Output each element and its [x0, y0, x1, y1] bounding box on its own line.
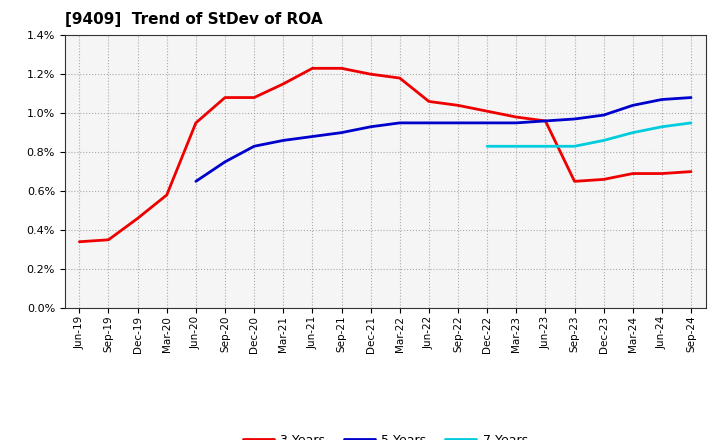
3 Years — [366, 72, 375, 77]
3 Years — [75, 239, 84, 244]
5 Years — [308, 134, 317, 139]
3 Years — [687, 169, 696, 174]
Legend: 3 Years, 5 Years, 7 Years: 3 Years, 5 Years, 7 Years — [238, 429, 533, 440]
3 Years — [599, 177, 608, 182]
3 Years — [541, 118, 550, 124]
3 Years — [629, 171, 637, 176]
3 Years — [657, 171, 666, 176]
Line: 7 Years: 7 Years — [487, 123, 691, 146]
5 Years — [599, 113, 608, 118]
3 Years — [337, 66, 346, 71]
5 Years — [570, 116, 579, 121]
5 Years — [366, 124, 375, 129]
5 Years — [250, 143, 258, 149]
5 Years — [512, 120, 521, 125]
Line: 5 Years: 5 Years — [196, 98, 691, 181]
5 Years — [220, 159, 229, 165]
3 Years — [220, 95, 229, 100]
3 Years — [395, 75, 404, 81]
3 Years — [512, 114, 521, 120]
5 Years — [687, 95, 696, 100]
Line: 3 Years: 3 Years — [79, 68, 691, 242]
7 Years — [599, 138, 608, 143]
3 Years — [570, 179, 579, 184]
7 Years — [483, 143, 492, 149]
3 Years — [308, 66, 317, 71]
5 Years — [483, 120, 492, 125]
7 Years — [629, 130, 637, 135]
7 Years — [570, 143, 579, 149]
3 Years — [133, 216, 142, 221]
5 Years — [541, 118, 550, 124]
5 Years — [657, 97, 666, 102]
3 Years — [454, 103, 462, 108]
3 Years — [163, 192, 171, 198]
3 Years — [250, 95, 258, 100]
3 Years — [104, 237, 113, 242]
5 Years — [192, 179, 200, 184]
7 Years — [512, 143, 521, 149]
7 Years — [657, 124, 666, 129]
5 Years — [395, 120, 404, 125]
5 Years — [629, 103, 637, 108]
7 Years — [687, 120, 696, 125]
5 Years — [279, 138, 287, 143]
3 Years — [279, 81, 287, 87]
3 Years — [483, 109, 492, 114]
5 Years — [337, 130, 346, 135]
5 Years — [425, 120, 433, 125]
7 Years — [541, 143, 550, 149]
3 Years — [425, 99, 433, 104]
3 Years — [192, 120, 200, 125]
5 Years — [454, 120, 462, 125]
Text: [9409]  Trend of StDev of ROA: [9409] Trend of StDev of ROA — [65, 12, 323, 27]
